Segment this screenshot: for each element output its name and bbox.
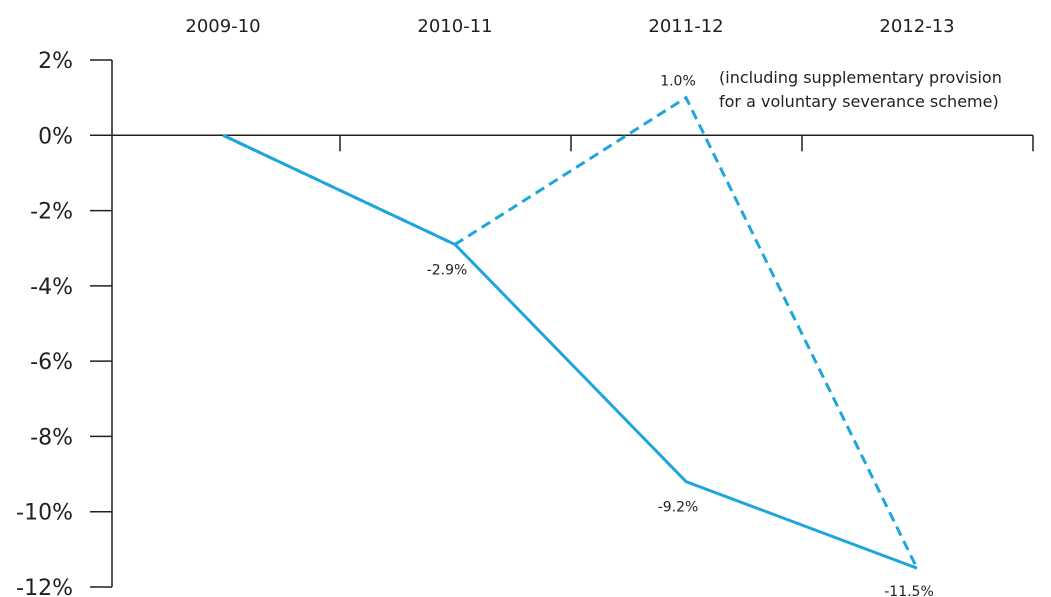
x-category-label: 2012-13 xyxy=(879,16,954,37)
y-tick-label: -6% xyxy=(30,350,73,375)
chart-labels: -2.9% -9.2% -11.5% 1.0% xyxy=(427,74,934,597)
data-label: -2.9% xyxy=(427,262,468,278)
y-tick-label: -2% xyxy=(30,200,73,225)
annotation-line-2: for a voluntary severance scheme) xyxy=(719,92,999,111)
data-label: -11.5% xyxy=(884,584,934,597)
y-tick-label: 2% xyxy=(38,49,73,74)
y-tick-label: -10% xyxy=(16,501,73,526)
data-label: 1.0% xyxy=(660,74,696,90)
series-line-dashed xyxy=(222,95,919,569)
x-category-label: 2010-11 xyxy=(417,16,492,37)
chart-axes: 2% 0% -2% -4% -6% -8% -10% -12% 2009-10 2010-11 20… xyxy=(16,16,1034,597)
series-line-solid xyxy=(222,133,918,570)
data-label: -9.2% xyxy=(658,500,699,516)
y-tick-label: -4% xyxy=(30,275,73,300)
y-tick-label: 0% xyxy=(38,124,73,149)
x-category-label: 2011-12 xyxy=(648,16,723,37)
y-tick-label: -8% xyxy=(30,425,73,450)
y-tick-label: -12% xyxy=(16,576,73,597)
annotation-line-1: (including supplementary provision xyxy=(719,68,1002,87)
x-category-label: 2009-10 xyxy=(185,16,260,37)
chart-series xyxy=(222,95,919,570)
